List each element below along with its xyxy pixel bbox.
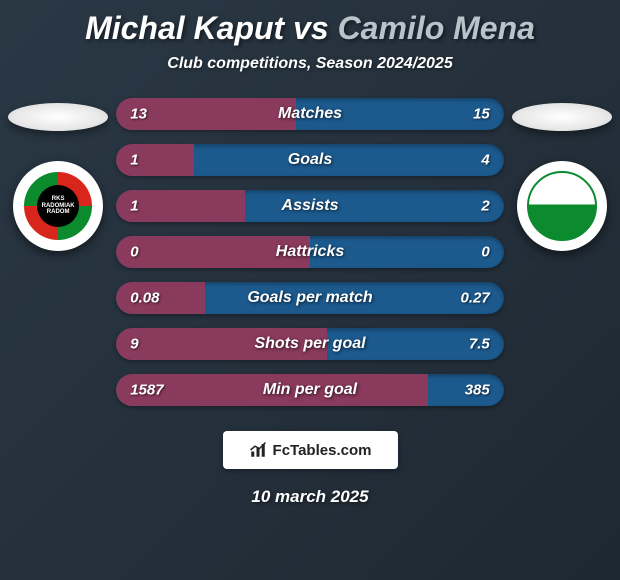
stat-value-left: 1587 [130,382,163,399]
stat-bar: 9 7.5 Shots per goal [116,328,504,360]
footer-brand-text: FcTables.com [273,442,372,459]
stat-label: Goals [288,151,332,169]
stat-value-right: 0.27 [461,290,490,307]
stat-value-left: 0 [130,244,138,261]
stat-value-right: 4 [481,152,489,169]
stat-value-right: 0 [481,244,489,261]
stat-bar: 1 4 Goals [116,144,504,176]
stat-label: Shots per goal [254,335,365,353]
stat-bar: 1587 385 Min per goal [116,374,504,406]
stat-bar: 0 0 Hattricks [116,236,504,268]
comparison-card: Michal Kaput vs Camilo Mena Club competi… [0,0,620,580]
left-club-column: RKS RADOMIAK RADOM [0,98,116,251]
left-club-badge-center: RKS RADOMIAK RADOM [37,185,79,227]
subtitle: Club competitions, Season 2024/2025 [0,55,620,73]
page-title: Michal Kaput vs Camilo Mena [0,10,620,47]
stat-label: Assists [282,197,339,215]
stat-value-left: 1 [130,198,138,215]
left-disc-shape [8,103,108,131]
right-club-badge [517,161,607,251]
stat-bar: 13 15 Matches [116,98,504,130]
stat-label: Matches [278,105,342,123]
stats-column: 13 15 Matches 1 4 Goals 1 2 Assists 0 0 Hattricks 0.… [116,98,504,406]
stat-value-left: 13 [130,106,147,123]
player1-name: Michal Kaput [85,10,284,46]
stat-value-right: 385 [465,382,490,399]
player2-name: Camilo Mena [338,10,535,46]
stat-value-right: 7.5 [469,336,490,353]
right-club-column [504,98,620,251]
stat-label: Hattricks [276,243,344,261]
badge-text-bot: RADOM [47,209,70,216]
stat-label: Goals per match [247,289,372,307]
badge-text-top: RKS [52,196,65,203]
footer-date: 10 march 2025 [0,487,620,507]
stat-fill-left [116,144,194,176]
right-club-badge-inner [527,171,597,241]
vs-text: vs [293,10,329,46]
stat-value-right: 2 [481,198,489,215]
stat-value-right: 15 [473,106,490,123]
main-row: RKS RADOMIAK RADOM 13 15 Matches 1 4 Goals 1 2 A… [0,98,620,406]
left-club-badge: RKS RADOMIAK RADOM [13,161,103,251]
badge-text-mid: RADOMIAK [42,203,75,210]
stat-value-left: 9 [130,336,138,353]
chart-icon [249,441,267,459]
stat-bar: 1 2 Assists [116,190,504,222]
left-club-badge-inner: RKS RADOMIAK RADOM [24,172,92,240]
stat-value-left: 0.08 [130,290,159,307]
stat-label: Min per goal [263,381,357,399]
stat-value-left: 1 [130,152,138,169]
stat-bar: 0.08 0.27 Goals per match [116,282,504,314]
footer-brand-badge: FcTables.com [223,431,398,469]
right-disc-shape [512,103,612,131]
